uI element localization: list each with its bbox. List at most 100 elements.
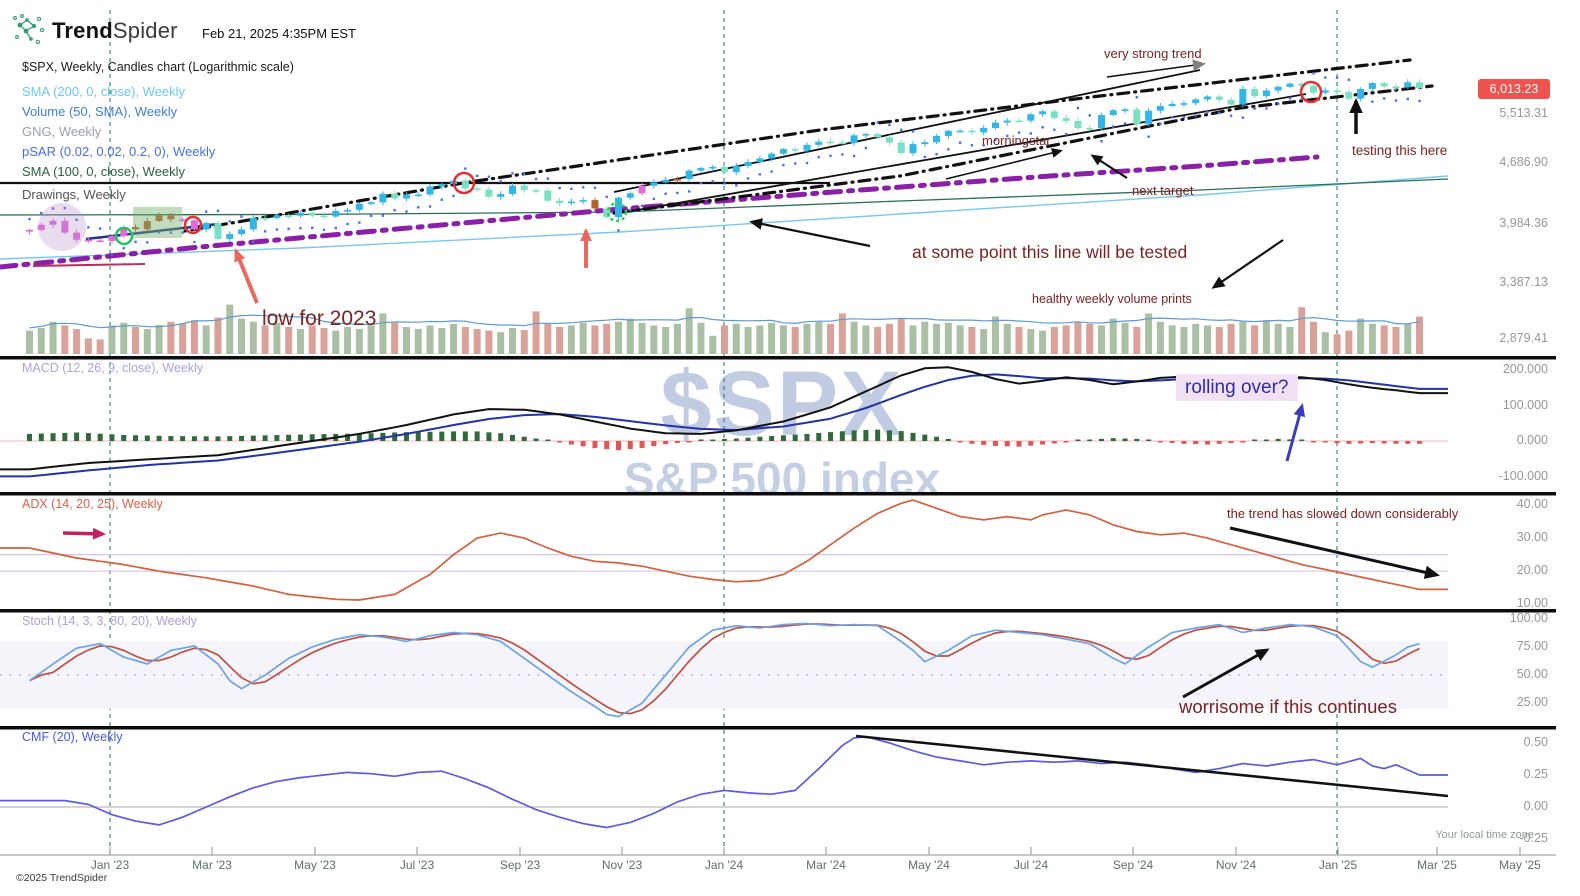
trendline-2[interactable]	[613, 93, 1307, 215]
annotation-morningstar[interactable]: morningstar	[982, 133, 1051, 148]
time-label[interactable]: May '25	[1499, 858, 1541, 872]
price-axis-label[interactable]: 4,686.90	[1499, 155, 1548, 169]
annotation-very-strong-trend[interactable]: very strong trend	[1104, 46, 1202, 61]
cmf-axis-label[interactable]: 0.00	[1523, 799, 1548, 813]
time-label[interactable]: May '23	[294, 858, 336, 872]
channel-upper-line[interactable]	[183, 58, 1412, 233]
legend-item-4[interactable]: pSAR (0.02, 0.02, 0.2, 0), Weekly	[22, 144, 216, 159]
psar-dot	[499, 180, 502, 183]
price-axis-label[interactable]: 5,513.31	[1499, 106, 1548, 120]
red-circle-1[interactable]	[183, 215, 203, 235]
macd-axis-label[interactable]: 0.000	[1516, 433, 1548, 447]
brand-name[interactable]: TrendSpider	[52, 18, 178, 44]
psar-dot	[876, 121, 879, 124]
timezone-note[interactable]: Your local time zone	[1435, 829, 1534, 841]
volume-bar	[827, 323, 835, 354]
adx-axis-label[interactable]: 20.00	[1516, 563, 1548, 577]
pane-label-cmf[interactable]: CMF (20), Weekly	[22, 730, 123, 744]
macd-axis-label[interactable]: -100.000	[1498, 469, 1548, 483]
pane-separator[interactable]	[0, 609, 1556, 613]
sma100-line[interactable]	[0, 178, 1449, 216]
psar-dot	[1371, 100, 1374, 103]
stoch-axis-label[interactable]: 25.00	[1516, 695, 1548, 709]
cmf-axis-label[interactable]: -0.25	[1519, 831, 1549, 845]
cmf-axis-label[interactable]: 0.25	[1523, 767, 1548, 781]
trendline-1[interactable]	[613, 69, 1201, 193]
green-circle[interactable]	[114, 226, 134, 246]
price-axis-label[interactable]: 3,984.36	[1499, 216, 1548, 230]
time-label[interactable]: Mar '25	[1417, 858, 1457, 872]
purple-trendline[interactable]	[0, 154, 1320, 270]
crimson-segment[interactable]	[32, 263, 146, 267]
annotation-at-some-point[interactable]: at some point this line will be tested	[912, 242, 1188, 262]
annotation-healthy-volume[interactable]: healthy weekly volume prints	[1032, 292, 1192, 306]
time-label[interactable]: Sep '23	[499, 858, 541, 872]
time-label[interactable]: Jan '25	[1318, 858, 1358, 872]
stoch-pane[interactable]	[0, 622, 1448, 718]
adx-axis-label[interactable]: 10.00	[1516, 596, 1548, 610]
stoch-axis-label[interactable]: 50.00	[1516, 667, 1548, 681]
adx-pane[interactable]	[0, 499, 1448, 601]
time-label[interactable]: Jul '24	[1013, 858, 1049, 872]
time-label[interactable]: Nov '23	[601, 858, 643, 872]
healthy-volume-arrow[interactable]	[1213, 239, 1284, 288]
psar-dot	[1017, 131, 1021, 134]
legend-item-3[interactable]: GNG, Weekly	[22, 124, 102, 139]
annotation-low-for-2023[interactable]: low for 2023	[262, 307, 377, 330]
pane-separator[interactable]	[0, 726, 1556, 730]
at-some-point-arrow[interactable]	[751, 220, 871, 248]
legend-item-1[interactable]: SMA (200, 0, close), Weekly	[22, 84, 186, 99]
legend-item-6[interactable]: Drawings, Weekly	[22, 187, 126, 202]
adx-axis-label[interactable]: 30.00	[1516, 530, 1548, 544]
time-label[interactable]: Nov '24	[1215, 858, 1257, 872]
candle-body	[1074, 120, 1082, 129]
cmf-axis-label[interactable]: 0.50	[1523, 735, 1548, 749]
channel-lower-line[interactable]	[612, 84, 1434, 215]
cmf-trendline[interactable]	[855, 734, 1449, 798]
time-label[interactable]: May '24	[908, 858, 950, 872]
annotation-rolling-over[interactable]: rolling over?	[1176, 374, 1298, 402]
time-label[interactable]: Jan '24	[704, 858, 744, 872]
morningstar-arrow[interactable]	[945, 150, 1061, 180]
legend-item-5[interactable]: SMA (100, 0, close), Weekly	[22, 164, 186, 179]
volume-bar	[815, 321, 823, 354]
macd-axis-label[interactable]: 200.000	[1502, 362, 1548, 376]
stoch-axis-label[interactable]: 75.00	[1516, 639, 1548, 653]
red-circle-2[interactable]	[452, 171, 476, 195]
price-axis-label[interactable]: 2,879.41	[1499, 331, 1548, 345]
cmf-pane[interactable]	[0, 734, 1449, 829]
annotation-worrisome[interactable]: worrisome if this continues	[1179, 696, 1397, 717]
trendspider-logo-icon[interactable]	[12, 13, 50, 51]
macd-axis-label[interactable]: 100.000	[1502, 398, 1548, 412]
adx-axis-label[interactable]: 40.00	[1516, 497, 1548, 511]
time-label[interactable]: Mar '24	[806, 858, 846, 872]
annotation-trend-slowed[interactable]: the trend has slowed down considerably	[1227, 506, 1459, 521]
psar-dot	[758, 173, 762, 176]
annotation-testing-this-here[interactable]: testing this here	[1352, 143, 1448, 158]
drawing-arrows[interactable]	[62, 59, 1440, 699]
red-circle-3[interactable]	[1299, 80, 1323, 104]
pane-label-adx[interactable]: ADX (14, 20, 25), Weekly	[22, 497, 163, 511]
trend-slowed-arrow[interactable]	[1229, 526, 1438, 577]
price-axis-label[interactable]: 3,387.13	[1499, 275, 1548, 289]
time-label[interactable]: Sep '24	[1112, 858, 1154, 872]
pane-separator[interactable]	[0, 492, 1556, 496]
time-label[interactable]: Jul '23	[399, 858, 435, 872]
price-pane[interactable]	[0, 58, 1449, 270]
very-strong-trend-arrow[interactable]	[1106, 63, 1204, 78]
macd-hist-bar	[156, 435, 162, 441]
stoch-axis-label[interactable]: 100.00	[1509, 611, 1548, 625]
time-label[interactable]: Mar '23	[192, 858, 232, 872]
volume-pane[interactable]	[26, 304, 1424, 354]
time-label[interactable]: Jan '23	[90, 858, 130, 872]
pane-separator[interactable]	[0, 356, 1556, 360]
legend-item-2[interactable]: Volume (50, SMA), Weekly	[22, 104, 178, 119]
purple-highlight-circle[interactable]	[38, 203, 86, 251]
worrisome-arrow[interactable]	[1182, 648, 1268, 699]
pane-label-macd[interactable]: MACD (12, 26, 9, close), Weekly	[22, 361, 204, 375]
annotation-next-target[interactable]: next target	[1132, 183, 1194, 198]
green-dashed-circle[interactable]	[606, 201, 628, 223]
pane-label-stoch[interactable]: Stoch (14, 3, 3, 80, 20), Weekly	[22, 614, 197, 628]
green-highlight-rect[interactable]	[133, 207, 182, 238]
